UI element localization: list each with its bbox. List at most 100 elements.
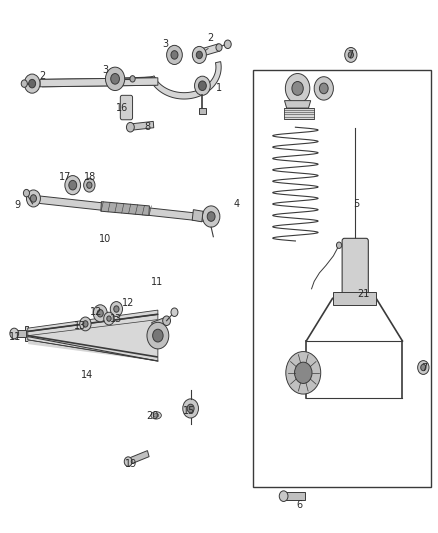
Circle shape bbox=[418, 361, 429, 374]
Circle shape bbox=[314, 77, 333, 100]
Text: 12: 12 bbox=[90, 306, 102, 317]
Polygon shape bbox=[14, 330, 26, 337]
Circle shape bbox=[80, 317, 91, 331]
Circle shape bbox=[216, 44, 222, 51]
Ellipse shape bbox=[151, 411, 161, 419]
Circle shape bbox=[171, 308, 178, 317]
Circle shape bbox=[224, 40, 231, 49]
Text: 3: 3 bbox=[102, 65, 109, 75]
Polygon shape bbox=[25, 326, 28, 341]
Circle shape bbox=[292, 82, 303, 95]
Text: 10: 10 bbox=[99, 234, 112, 244]
Text: 14: 14 bbox=[81, 370, 93, 381]
Polygon shape bbox=[40, 78, 158, 87]
Circle shape bbox=[26, 190, 40, 207]
Circle shape bbox=[21, 80, 27, 87]
Text: 8: 8 bbox=[144, 122, 150, 132]
Circle shape bbox=[87, 182, 92, 188]
Text: 11: 11 bbox=[151, 278, 163, 287]
Text: 7: 7 bbox=[347, 50, 353, 60]
Circle shape bbox=[421, 365, 426, 370]
Polygon shape bbox=[152, 317, 167, 329]
Circle shape bbox=[183, 399, 198, 418]
Circle shape bbox=[97, 310, 103, 317]
Circle shape bbox=[162, 316, 170, 326]
Polygon shape bbox=[28, 316, 157, 361]
Circle shape bbox=[202, 206, 220, 227]
Text: 13: 13 bbox=[110, 313, 123, 324]
Circle shape bbox=[345, 47, 357, 62]
Circle shape bbox=[348, 52, 353, 58]
Text: 15: 15 bbox=[183, 406, 195, 416]
Circle shape bbox=[336, 242, 342, 248]
Polygon shape bbox=[101, 201, 149, 215]
Text: 2: 2 bbox=[207, 33, 213, 43]
Text: 5: 5 bbox=[353, 199, 360, 209]
Text: 12: 12 bbox=[123, 297, 135, 308]
Circle shape bbox=[166, 45, 182, 64]
Text: 17: 17 bbox=[59, 172, 71, 182]
Circle shape bbox=[319, 83, 328, 94]
Circle shape bbox=[110, 302, 123, 317]
Ellipse shape bbox=[153, 414, 159, 417]
Circle shape bbox=[279, 491, 288, 502]
Circle shape bbox=[147, 322, 169, 349]
Circle shape bbox=[107, 316, 111, 321]
Polygon shape bbox=[38, 196, 204, 221]
Bar bbox=[253, 70, 431, 487]
Circle shape bbox=[286, 74, 310, 103]
Text: 9: 9 bbox=[14, 200, 20, 211]
Polygon shape bbox=[332, 292, 376, 305]
Circle shape bbox=[24, 74, 40, 93]
Polygon shape bbox=[149, 62, 221, 99]
Circle shape bbox=[84, 178, 95, 192]
FancyBboxPatch shape bbox=[342, 238, 368, 301]
Circle shape bbox=[104, 312, 114, 325]
Text: 7: 7 bbox=[421, 362, 427, 373]
FancyBboxPatch shape bbox=[120, 95, 133, 120]
Text: 11: 11 bbox=[9, 332, 21, 342]
Circle shape bbox=[65, 175, 81, 195]
Circle shape bbox=[192, 46, 206, 63]
Text: 16: 16 bbox=[116, 103, 128, 113]
Polygon shape bbox=[192, 209, 203, 222]
Circle shape bbox=[83, 321, 88, 327]
Circle shape bbox=[207, 212, 215, 221]
Text: 6: 6 bbox=[297, 499, 303, 510]
Circle shape bbox=[10, 328, 18, 339]
Circle shape bbox=[196, 51, 202, 59]
Circle shape bbox=[23, 189, 29, 197]
Text: 18: 18 bbox=[84, 172, 96, 182]
Polygon shape bbox=[285, 101, 311, 108]
Text: 2: 2 bbox=[39, 71, 45, 81]
Circle shape bbox=[93, 305, 107, 322]
Text: 1: 1 bbox=[216, 83, 222, 93]
Polygon shape bbox=[284, 108, 314, 119]
Text: 4: 4 bbox=[233, 199, 240, 209]
Circle shape bbox=[114, 306, 119, 312]
Circle shape bbox=[69, 180, 77, 190]
Text: 21: 21 bbox=[357, 289, 369, 299]
Circle shape bbox=[130, 76, 135, 82]
Polygon shape bbox=[127, 450, 149, 465]
Circle shape bbox=[171, 51, 178, 59]
Circle shape bbox=[111, 74, 120, 84]
Circle shape bbox=[294, 362, 312, 383]
Polygon shape bbox=[28, 310, 158, 361]
Polygon shape bbox=[199, 108, 206, 115]
Polygon shape bbox=[197, 44, 220, 58]
Text: 13: 13 bbox=[74, 321, 86, 331]
Circle shape bbox=[286, 352, 321, 394]
Circle shape bbox=[198, 81, 206, 91]
Circle shape bbox=[194, 76, 210, 95]
Circle shape bbox=[124, 457, 132, 466]
Polygon shape bbox=[42, 78, 156, 87]
Circle shape bbox=[106, 67, 125, 91]
Circle shape bbox=[152, 329, 163, 342]
Circle shape bbox=[187, 404, 194, 413]
Text: 19: 19 bbox=[125, 459, 137, 469]
Text: 3: 3 bbox=[162, 39, 169, 49]
Polygon shape bbox=[129, 122, 154, 131]
Polygon shape bbox=[283, 492, 305, 500]
Circle shape bbox=[127, 123, 134, 132]
